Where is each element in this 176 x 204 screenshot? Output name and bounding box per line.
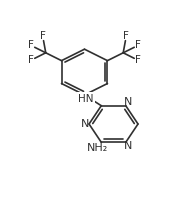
Text: F: F [28, 40, 34, 50]
Text: N: N [124, 98, 132, 108]
Text: F: F [40, 31, 46, 41]
Text: F: F [135, 40, 141, 50]
Text: HN: HN [78, 94, 94, 104]
Text: N: N [124, 141, 132, 151]
Text: F: F [135, 55, 141, 65]
Text: F: F [28, 55, 34, 65]
Text: N: N [81, 119, 89, 129]
Text: NH₂: NH₂ [87, 143, 108, 153]
Text: F: F [123, 31, 129, 41]
